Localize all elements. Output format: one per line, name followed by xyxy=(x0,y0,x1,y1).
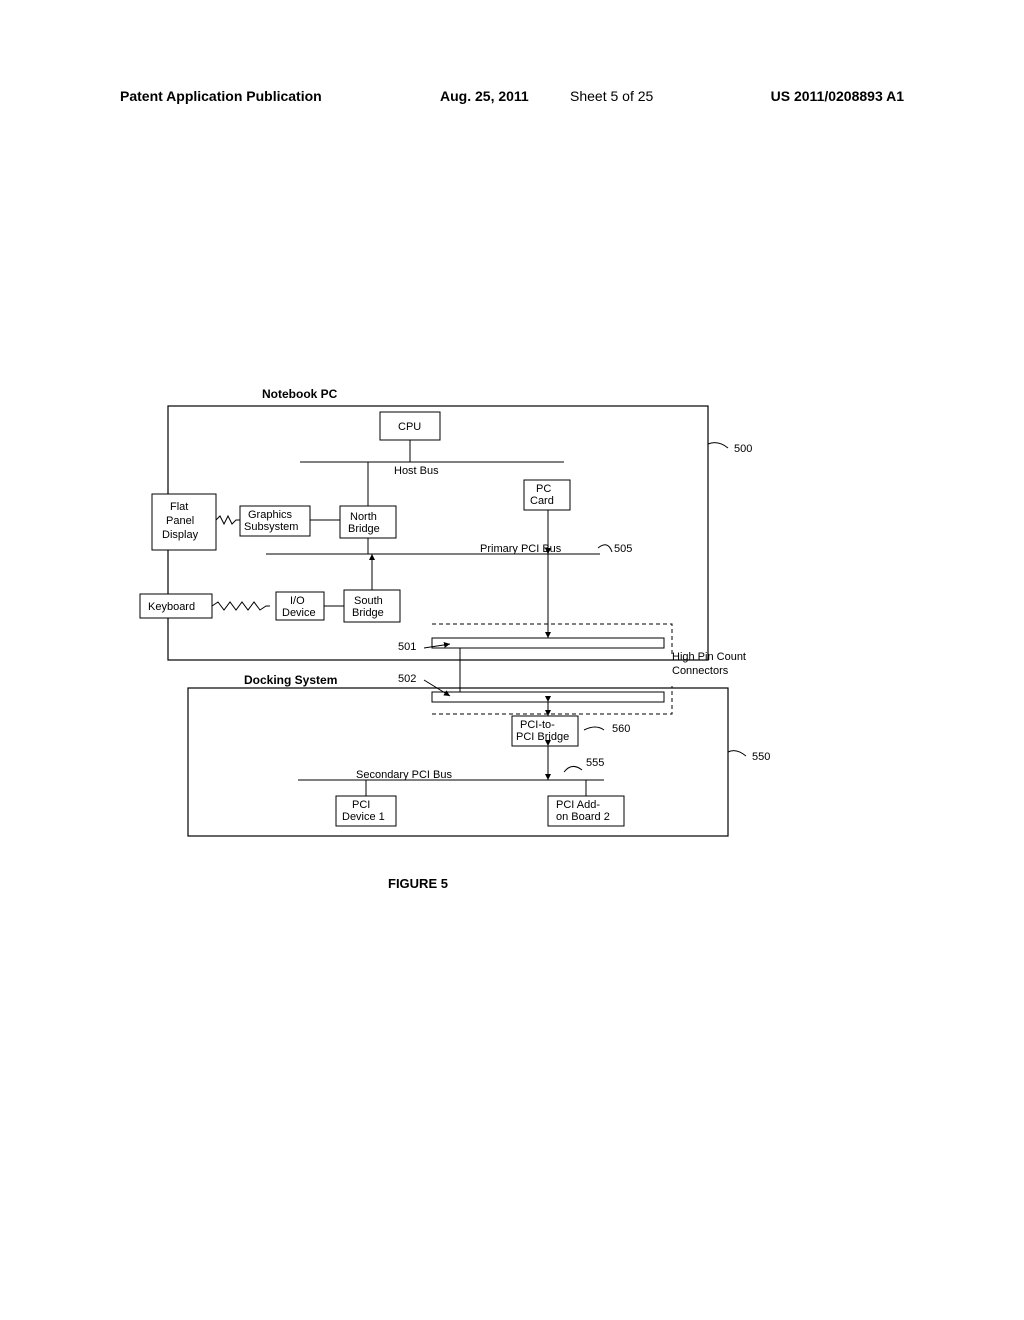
svg-text:Graphics: Graphics xyxy=(248,509,293,521)
pci-bridge-box: PCI-to- PCI Bridge xyxy=(512,716,578,746)
docking-title: Docking System xyxy=(244,673,337,687)
edge-keyboard-io xyxy=(212,602,270,610)
page-container: Patent Application Publication Aug. 25, … xyxy=(0,0,1024,1320)
ref-555-leader xyxy=(564,766,582,772)
svg-text:PCI Add-: PCI Add- xyxy=(556,799,600,811)
ref-500-leader xyxy=(708,443,728,448)
primary-bus-label: Primary PCI Bus xyxy=(480,543,562,555)
ref-500: 500 xyxy=(734,443,752,455)
edge-flatpanel-graphics xyxy=(216,516,240,524)
ref-555: 555 xyxy=(586,757,604,769)
ref-560-leader xyxy=(584,727,604,730)
svg-text:Bridge: Bridge xyxy=(352,607,384,619)
south-bridge-box: South Bridge xyxy=(344,590,400,622)
svg-text:Display: Display xyxy=(162,529,199,541)
svg-text:PCI-to-: PCI-to- xyxy=(520,719,555,731)
north-bridge-box: North Bridge xyxy=(340,506,396,538)
svg-text:Device: Device xyxy=(282,607,316,619)
svg-text:Device 1: Device 1 xyxy=(342,811,385,823)
connector-bottom xyxy=(432,692,664,702)
ref-501: 501 xyxy=(398,641,416,653)
docking-container xyxy=(188,688,728,836)
svg-text:Keyboard: Keyboard xyxy=(148,601,195,613)
svg-text:CPU: CPU xyxy=(398,421,421,433)
svg-text:Flat: Flat xyxy=(170,501,188,513)
ref-502: 502 xyxy=(398,673,416,685)
host-bus-label: Host Bus xyxy=(394,465,439,477)
svg-text:South: South xyxy=(354,595,383,607)
ref-560: 560 xyxy=(612,723,630,735)
connector-label-l1: High Pin Count xyxy=(672,651,746,663)
svg-text:Card: Card xyxy=(530,495,554,507)
svg-text:Panel: Panel xyxy=(166,515,194,527)
svg-text:Bridge: Bridge xyxy=(348,523,380,535)
diagram-svg: Notebook PC Docking System Host Bus Prim… xyxy=(0,0,1024,1320)
pc-card-box: PC Card xyxy=(524,480,570,510)
flat-panel-box: Flat Panel Display xyxy=(152,494,216,550)
ref-505-leader xyxy=(598,545,612,552)
pci-addon-box: PCI Add- on Board 2 xyxy=(548,796,624,826)
svg-text:I/O: I/O xyxy=(290,595,305,607)
secondary-bus-label: Secondary PCI Bus xyxy=(356,769,452,781)
cpu-box: CPU xyxy=(380,412,440,440)
io-device-box: I/O Device xyxy=(276,592,324,620)
keyboard-box: Keyboard xyxy=(140,594,212,618)
ref-550: 550 xyxy=(752,751,770,763)
svg-text:North: North xyxy=(350,511,377,523)
svg-text:PCI: PCI xyxy=(352,799,370,811)
connector-top xyxy=(432,638,664,648)
graphics-box: Graphics Subsystem xyxy=(240,506,310,536)
svg-text:PC: PC xyxy=(536,483,551,495)
svg-text:PCI Bridge: PCI Bridge xyxy=(516,731,569,743)
pci-device1-box: PCI Device 1 xyxy=(336,796,396,826)
ref-505: 505 xyxy=(614,543,632,555)
figure-label: FIGURE 5 xyxy=(388,876,448,891)
notebook-title: Notebook PC xyxy=(262,387,338,401)
svg-text:on Board 2: on Board 2 xyxy=(556,811,610,823)
connector-label-l2: Connectors xyxy=(672,665,729,677)
svg-text:Subsystem: Subsystem xyxy=(244,521,298,533)
ref-550-leader xyxy=(728,751,746,756)
